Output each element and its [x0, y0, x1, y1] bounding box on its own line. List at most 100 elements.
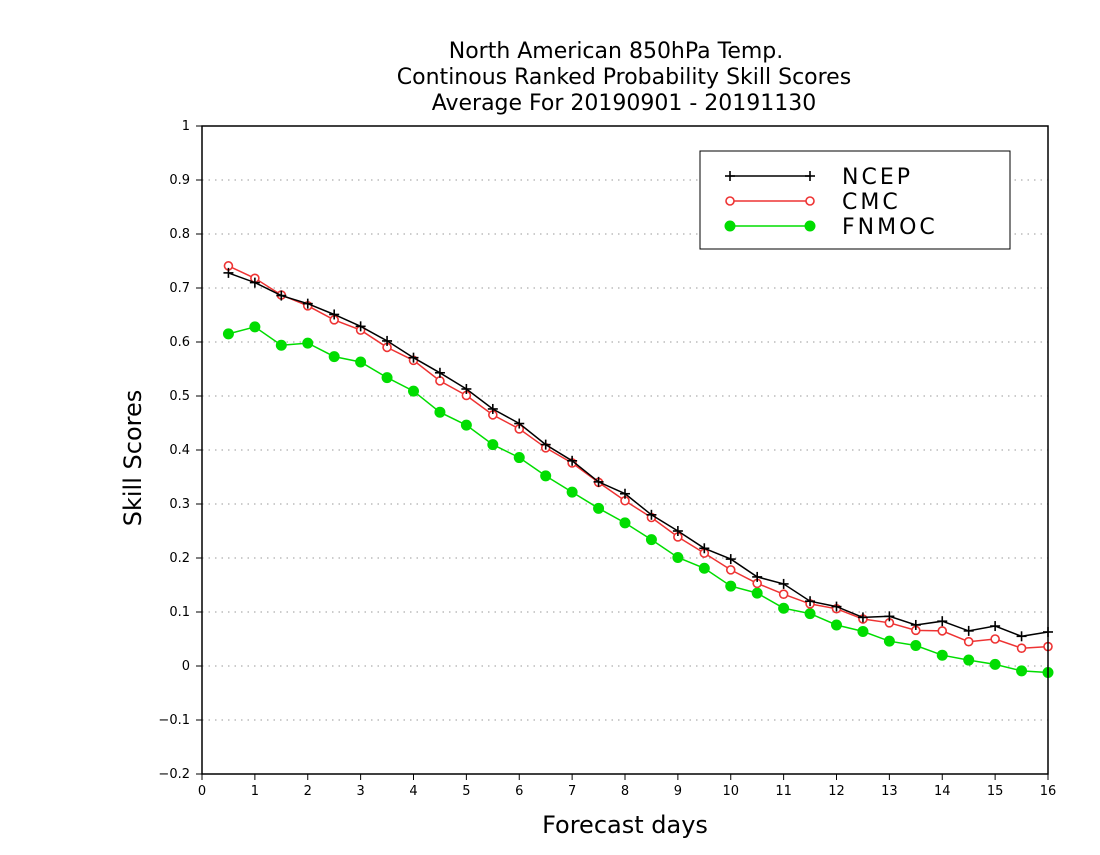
x-tick-label: 13 [881, 784, 898, 799]
data-point-fnmoc [1016, 665, 1028, 677]
data-point-ncep [382, 335, 393, 346]
data-point-ncep [725, 554, 736, 565]
data-point-fnmoc [487, 439, 499, 451]
legend-marker [725, 171, 735, 181]
data-point-fnmoc [540, 470, 552, 482]
data-point-ncep [355, 321, 366, 332]
title-line-1: North American 850hPa Temp. [449, 39, 784, 64]
data-point-cmc [435, 376, 445, 386]
x-tick-label: 6 [515, 784, 523, 799]
data-point-fnmoc [222, 328, 234, 340]
title-line-2: Continous Ranked Probability Skill Score… [397, 65, 851, 90]
data-point-ncep [408, 352, 419, 363]
series-ncep [223, 267, 1053, 642]
data-point-fnmoc [328, 351, 340, 363]
data-point-ncep [461, 383, 472, 394]
data-point-ncep [276, 290, 287, 301]
data-point-fnmoc [434, 406, 446, 418]
series-fnmoc [222, 321, 1054, 678]
y-tick-label: −0.1 [158, 713, 190, 728]
y-axis-title: Skill Scores [119, 390, 147, 527]
data-point-cmc [778, 589, 789, 599]
data-point-ncep [540, 439, 551, 450]
y-tick-label: 0.5 [169, 389, 190, 404]
y-tick-label: 0.4 [169, 443, 190, 458]
data-point-ncep [514, 418, 525, 429]
data-point-fnmoc [725, 580, 737, 592]
x-tick-label: 8 [621, 784, 629, 799]
x-tick-label: 3 [356, 784, 364, 799]
x-tick-label: 2 [304, 784, 312, 799]
data-point-fnmoc [275, 339, 287, 351]
data-point-ncep [910, 619, 921, 630]
data-point-fnmoc [593, 502, 605, 514]
data-point-ncep [831, 601, 842, 612]
series-line-cmc [228, 265, 1049, 649]
data-point-ncep [223, 267, 234, 278]
data-point-ncep [752, 571, 763, 582]
x-tick-label: 0 [198, 784, 206, 799]
data-point-ncep [884, 611, 895, 622]
data-point-fnmoc [408, 385, 419, 397]
data-point-fnmoc [883, 635, 895, 647]
data-point-ncep [963, 625, 974, 636]
x-tick-label: 7 [568, 784, 576, 799]
data-point-ncep [249, 277, 260, 288]
legend-marker [805, 171, 815, 181]
y-tick-label: 0.7 [169, 281, 190, 296]
data-point-cmc [990, 634, 1000, 644]
data-point-ncep [990, 621, 1001, 632]
data-point-fnmoc [460, 419, 472, 431]
x-tick-label: 9 [674, 784, 682, 799]
data-point-ncep [857, 612, 868, 623]
legend-label: FNMOC [842, 215, 938, 240]
data-point-cmc [963, 636, 974, 647]
data-point-cmc [937, 626, 948, 636]
legend-label: NCEP [842, 165, 913, 190]
x-tick-label: 5 [462, 784, 470, 799]
legend-marker [804, 220, 816, 232]
data-point-fnmoc [513, 452, 525, 464]
x-tick-label: 1 [251, 784, 259, 799]
x-tick-label: 4 [409, 784, 417, 799]
data-point-ncep [1016, 631, 1027, 642]
legend-marker [725, 196, 735, 206]
x-tick-label: 10 [722, 784, 739, 799]
data-point-ncep [699, 543, 710, 554]
gridlines [202, 179, 1048, 721]
x-tick-label: 15 [987, 784, 1004, 799]
data-point-fnmoc [910, 639, 922, 651]
y-tick-label: 0.6 [169, 335, 190, 350]
chart-title: North American 850hPa Temp. Continous Ra… [397, 39, 851, 116]
data-point-fnmoc [857, 625, 869, 637]
data-point-fnmoc [804, 608, 816, 620]
data-point-ncep [805, 596, 816, 607]
legend-item-cmc: CMC [725, 190, 901, 215]
series-line-fnmoc [228, 326, 1049, 674]
plot-frame [201, 125, 1049, 775]
legend-label: CMC [842, 190, 901, 215]
data-point-fnmoc [963, 654, 975, 666]
data-point-cmc [1016, 643, 1027, 653]
data-point-fnmoc [302, 337, 314, 349]
title-line-3: Average For 20190901 - 20191130 [432, 91, 817, 116]
legend-marker [724, 220, 736, 232]
data-point-fnmoc [778, 602, 790, 614]
y-tick-label: 1 [182, 119, 190, 134]
data-point-ncep [778, 578, 789, 589]
data-point-ncep [937, 616, 948, 627]
axis-ticks: −0.2−0.100.10.20.30.40.50.60.70.80.910 1 2… [158, 119, 1056, 799]
data-point-ncep [434, 367, 445, 378]
data-point-fnmoc [936, 649, 948, 661]
y-tick-label: 0.1 [169, 605, 190, 620]
data-point-ncep [567, 455, 578, 466]
y-tick-label: 0.9 [169, 173, 190, 188]
data-point-ncep [672, 526, 683, 536]
x-tick-label: 12 [828, 784, 845, 799]
legend-box [699, 150, 1011, 250]
x-axis-title: Forecast days [542, 811, 708, 839]
legend-item-fnmoc: FNMOC [724, 215, 938, 240]
